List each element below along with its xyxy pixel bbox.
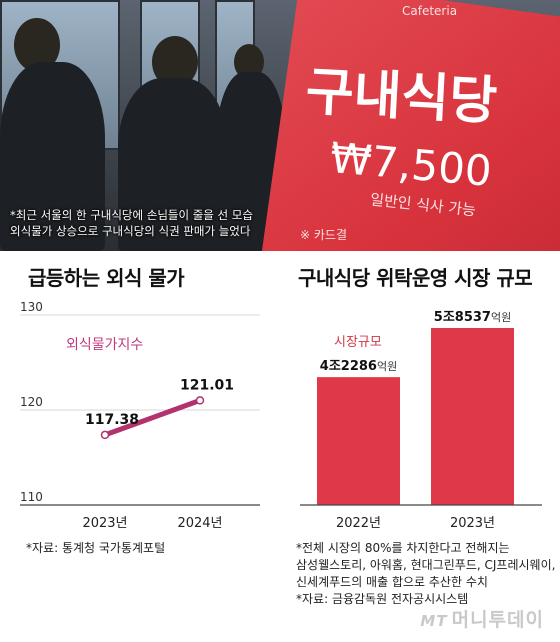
bar-series-label: 시장규모 — [334, 335, 382, 350]
sign-cafeteria-text: Cafeteria — [402, 4, 458, 18]
x-tick-label: 2023년 — [82, 516, 127, 530]
bar-value-number: 5조8537 — [434, 310, 491, 325]
sign-title: 구내식당 — [304, 62, 499, 132]
y-tick-label: 110 — [20, 490, 43, 504]
line-chart-grid — [20, 314, 260, 506]
caption-line: *최근 서울의 한 구내식당에 손님들이 줄을 선 모습 — [10, 208, 253, 222]
bar — [317, 377, 400, 505]
footnote-line: *자료: 금융감독원 전자공시시스템 — [296, 592, 469, 606]
footnote-line: 삼성웰스토리, 아워홈, 현대그린푸드, CJ프레시웨이, — [296, 558, 556, 572]
bar-chart-title: 구내식당 위탁운영 시장 규모 — [298, 266, 533, 290]
publisher-watermark: MT 머니투데이 — [420, 605, 544, 632]
line-chart: 110 120 130 외식물가지수 117.38 121.01 2023년 2024년 — [20, 300, 260, 530]
x-tick-label: 2024년 — [177, 516, 222, 530]
footnote-line: *전체 시장의 80%를 차지한다고 전해지는 — [296, 541, 510, 555]
news-photo: Cafeteria 구내식당 ₩7,500 일반인 식사 가능 ※ 카드결 *최… — [0, 0, 560, 251]
bar-value-number: 4조2286 — [320, 359, 377, 374]
sign-bottom-text: ※ 카드결 — [300, 228, 347, 242]
bar-value-unit: 억원 — [491, 311, 511, 324]
line-chart-title: 급등하는 외식 물가 — [28, 266, 185, 290]
data-label: 117.38 — [85, 412, 139, 428]
line-chart-y-ticks: 110 120 130 — [20, 300, 43, 504]
line-chart-x-ticks: 2023년 2024년 — [82, 516, 222, 530]
data-point — [195, 396, 205, 405]
data-point — [100, 430, 110, 440]
bar-chart-x-ticks: 2022년 2023년 — [336, 516, 495, 530]
x-tick-label: 2023년 — [450, 516, 495, 530]
watermark-mark: MT — [420, 612, 448, 630]
footnote-line: 신세계푸드의 매출 합으로 추산한 수치 — [296, 575, 488, 589]
y-tick-label: 130 — [20, 300, 43, 314]
person-silhouette — [118, 78, 228, 251]
watermark-text: 머니투데이 — [451, 609, 544, 631]
line-chart-source: *자료: 통계청 국가통계포털 — [26, 541, 166, 555]
person-silhouette — [0, 62, 105, 251]
bar — [431, 328, 514, 505]
bar-data-label: 4조2286억원 — [320, 359, 397, 374]
series-line — [102, 397, 203, 438]
line-series: 117.38 121.01 — [85, 377, 234, 440]
photo-caption: *최근 서울의 한 구내식당에 손님들이 줄을 선 모습 외식물가 상승으로 구… — [10, 207, 253, 239]
x-tick-label: 2022년 — [336, 516, 381, 530]
line-series-label: 외식물가지수 — [66, 337, 143, 353]
data-label: 121.01 — [180, 377, 234, 393]
bar-data-label: 5조8537억원 — [434, 310, 511, 325]
bar-chart-footnote: *전체 시장의 80%를 차지한다고 전해지는 삼성웰스토리, 아워홈, 현대그… — [296, 540, 555, 608]
bar-value-unit: 억원 — [377, 360, 397, 373]
caption-line: 외식물가 상승으로 구내식당의 식권 판매가 늘었다 — [10, 224, 251, 238]
y-tick-label: 120 — [20, 395, 43, 409]
